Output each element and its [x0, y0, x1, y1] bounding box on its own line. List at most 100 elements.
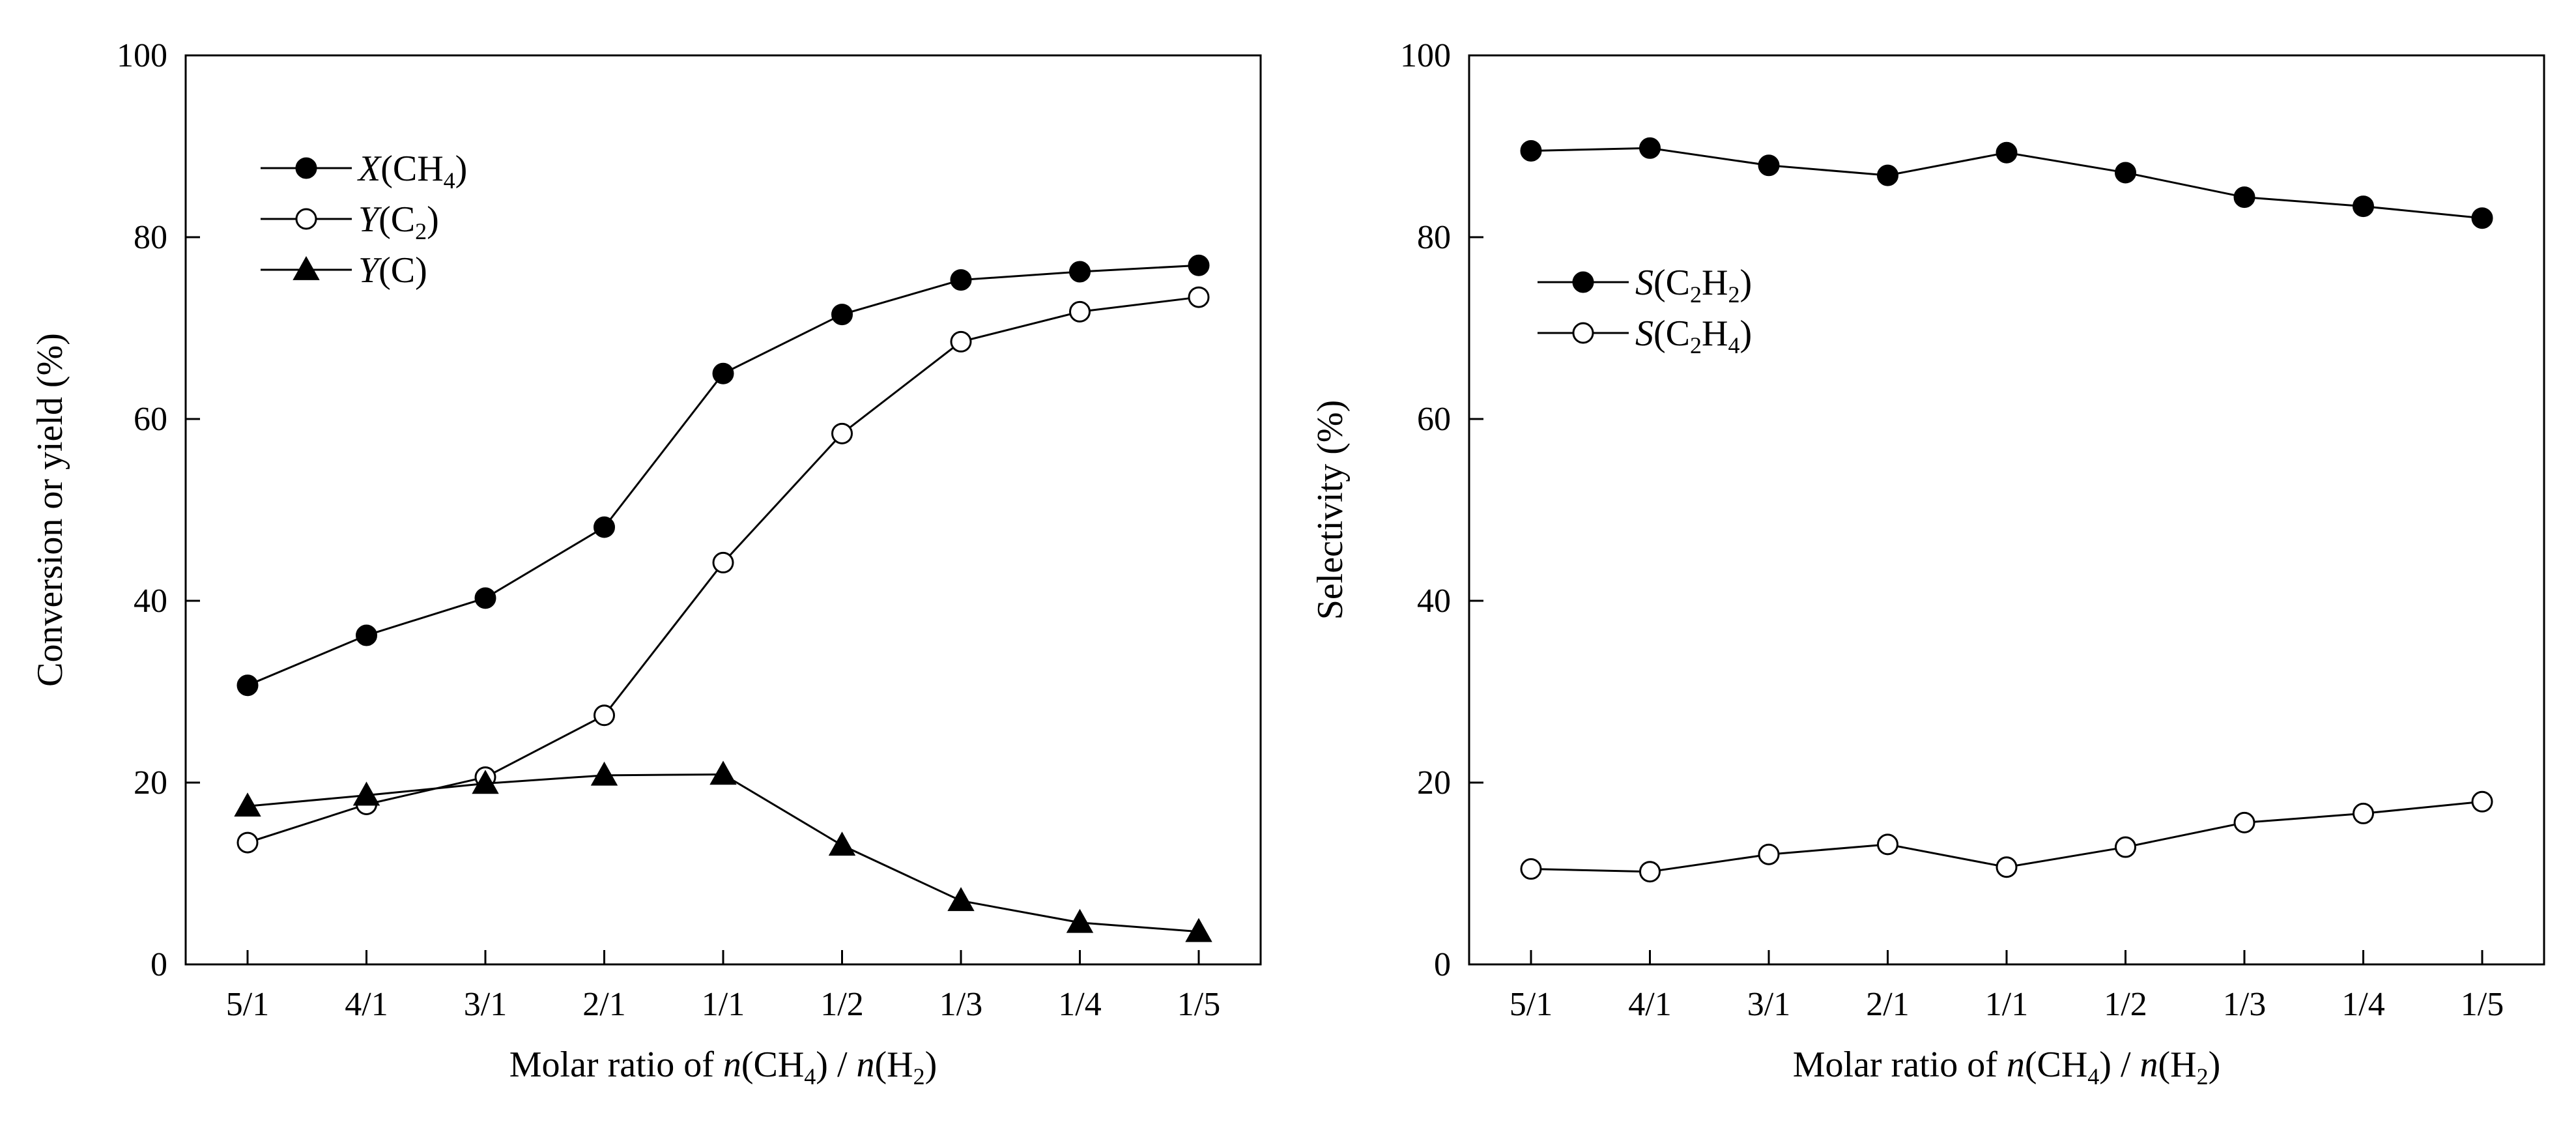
- x-tick-label: 1/4: [2341, 986, 2384, 1023]
- data-point: [1069, 300, 1091, 323]
- data-point: [1188, 254, 1210, 276]
- x-tick-label: 4/1: [1628, 986, 1671, 1023]
- x-tick-label: 1/1: [1985, 986, 2028, 1023]
- x-tick-label: 1/1: [702, 986, 745, 1023]
- x-tick-label: 1/4: [1058, 986, 1101, 1023]
- legend-label: Y(C2): [358, 199, 439, 244]
- data-point: [712, 551, 734, 573]
- data-point: [1069, 261, 1091, 283]
- x-tick-label: 5/1: [226, 986, 269, 1023]
- data-point: [831, 422, 853, 444]
- y-tick-label: 80: [134, 219, 167, 256]
- y-tick-label: 100: [117, 37, 167, 74]
- x-tick-label: 2/1: [1866, 986, 1909, 1023]
- data-point: [2471, 790, 2493, 813]
- series-2: [234, 760, 1212, 942]
- legend-entry: Y(C2): [261, 199, 439, 244]
- legend-entry: X(CH4): [261, 149, 467, 194]
- conversion-yield-chart: 0 20 40 60 80 100 5/1 4/1 3/1 2/1 1/1 1/2 1/3 1/4 1/5 C…: [30, 37, 1262, 1090]
- data-point: [2233, 186, 2255, 209]
- x-tick-label: 3/1: [464, 986, 507, 1023]
- data-point: [594, 704, 615, 727]
- data-point: [950, 330, 972, 353]
- data-point: [234, 792, 261, 817]
- y-tick-label: 100: [1400, 37, 1451, 74]
- series-line: [247, 264, 1199, 687]
- data-point: [1520, 139, 1542, 162]
- y-axis-title: Conversion or yield (%): [30, 333, 70, 687]
- data-point: [352, 781, 380, 806]
- data-point: [828, 831, 856, 856]
- y-tick-label: 40: [134, 583, 167, 620]
- legend-marker: [295, 208, 317, 230]
- data-point: [947, 887, 975, 912]
- data-point: [1066, 908, 1094, 933]
- data-point: [594, 516, 615, 538]
- legend-marker: [293, 255, 320, 280]
- data-point: [1996, 856, 2018, 878]
- legend-label: X(CH4): [357, 149, 467, 194]
- data-point: [1758, 154, 1780, 177]
- data-point: [1185, 917, 1212, 942]
- data-point: [590, 761, 618, 786]
- data-point: [950, 269, 972, 291]
- legend-marker: [1572, 322, 1594, 344]
- data-point: [356, 624, 377, 646]
- legend-label: S(C2H2): [1635, 263, 1752, 308]
- data-point: [1188, 286, 1210, 308]
- x-tick-label: 1/2: [2104, 986, 2147, 1023]
- data-point: [1639, 861, 1661, 883]
- legend-marker: [1572, 271, 1594, 293]
- data-point: [1520, 858, 1542, 880]
- series-1: [1520, 790, 2493, 883]
- x-tick-label: 1/3: [2223, 986, 2266, 1023]
- data-point: [1877, 164, 1898, 186]
- y-tick-label: 20: [1417, 764, 1451, 801]
- data-point: [2353, 802, 2374, 824]
- data-point: [474, 587, 496, 609]
- y-tick-label: 60: [1417, 401, 1451, 438]
- y-tick-label: 20: [134, 764, 167, 801]
- x-tick-label: 2/1: [582, 986, 625, 1023]
- legend-entry: Y(C): [261, 250, 427, 291]
- legend-marker: [295, 157, 317, 179]
- legend-label: Y(C): [358, 250, 427, 291]
- data-point: [2353, 195, 2374, 218]
- data-point: [712, 362, 734, 384]
- data-point: [2115, 162, 2136, 184]
- data-point: [1639, 137, 1661, 159]
- selectivity-chart: 0 20 40 60 80 100 5/1 4/1 3/1 2/1 1/1 1/2 1/3 1/4 1/5 S…: [1310, 37, 2545, 1090]
- x-tick-label: 5/1: [1510, 986, 1553, 1023]
- y-axis-title: Selectivity (%): [1310, 400, 1351, 620]
- x-tick-label: 4/1: [345, 986, 388, 1023]
- data-point: [1877, 833, 1898, 856]
- plot-frame: [184, 54, 1262, 966]
- data-point: [831, 304, 853, 326]
- data-point: [2115, 836, 2136, 858]
- x-tick-label: 3/1: [1747, 986, 1790, 1023]
- data-point: [2233, 811, 2255, 833]
- data-point: [472, 770, 499, 794]
- data-point: [1758, 843, 1780, 865]
- data-point: [2471, 207, 2493, 229]
- x-axis-title: Molar ratio of n(CH4) / n(H2): [509, 1045, 937, 1090]
- y-tick-label: 80: [1417, 219, 1451, 256]
- legend-label: S(C2H4): [1635, 313, 1752, 358]
- data-point: [236, 831, 259, 854]
- series-0: [236, 254, 1210, 697]
- legend-entry: S(C2H2): [1538, 263, 1752, 308]
- y-tick-label: 60: [134, 401, 167, 438]
- x-axis-title: Molar ratio of n(CH4) / n(H2): [1793, 1045, 2221, 1090]
- x-tick-label: 1/3: [939, 986, 982, 1023]
- x-tick-label: 1/5: [2461, 986, 2504, 1023]
- data-point: [709, 760, 737, 785]
- legend-entry: S(C2H4): [1538, 313, 1752, 358]
- x-tick-label: 1/5: [1177, 986, 1220, 1023]
- data-point: [1996, 141, 2018, 164]
- y-tick-label: 0: [1434, 946, 1451, 983]
- series-0: [1520, 137, 2493, 229]
- x-tick-label: 1/2: [820, 986, 863, 1023]
- y-tick-label: 40: [1417, 583, 1451, 620]
- plot-frame: [1468, 54, 2545, 966]
